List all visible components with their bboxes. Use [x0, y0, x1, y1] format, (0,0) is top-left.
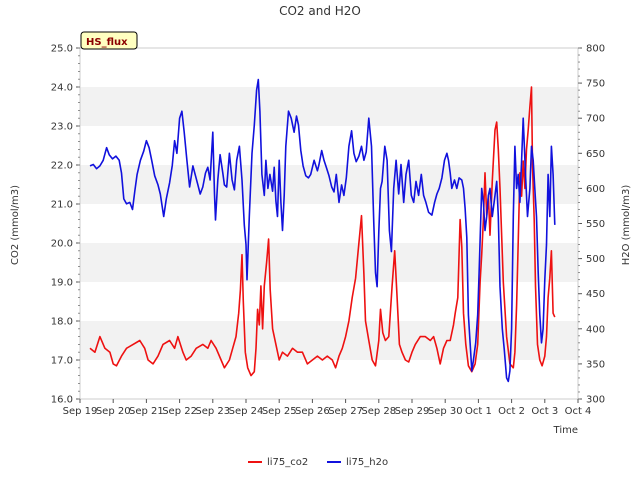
y-right-tick-label: 400: [586, 324, 605, 335]
y-right-tick-label: 700: [586, 114, 605, 125]
x-tick-label: Sep 29: [395, 406, 430, 417]
y-right-tick-label: 450: [586, 289, 605, 300]
bands-layer: [80, 87, 578, 360]
y-left-tick-label: 17.0: [51, 356, 73, 367]
x-tick-label: Oct 1: [465, 406, 492, 417]
y-left-tick-label: 24.0: [51, 83, 73, 94]
legend-label-h2o: li75_h2o: [346, 457, 388, 468]
y-left-tick-label: 18.0: [51, 317, 73, 328]
legend: li75_co2 li75_h2o: [248, 457, 388, 468]
y-right-tick-label: 350: [586, 359, 605, 370]
grid-band: [80, 87, 578, 126]
y-left-tick-label: 25.0: [51, 44, 73, 55]
y-right-tick-label: 750: [586, 79, 605, 90]
y-left-tick-label: 19.0: [51, 278, 73, 289]
site-badge: HS_flux: [80, 31, 138, 50]
x-tick-label: Sep 23: [195, 406, 230, 417]
y-left-tick-label: 23.0: [51, 122, 73, 133]
x-axis-title: Time: [553, 425, 578, 436]
x-tick-label: Sep 30: [428, 406, 463, 417]
y-axis-right-title: H2O (mmol/m3): [621, 185, 632, 266]
x-tick-label: Oct 4: [565, 406, 592, 417]
grid-band: [80, 321, 578, 360]
x-tick-label: Sep 27: [328, 406, 363, 417]
x-tick-label: Sep 26: [295, 406, 330, 417]
y-right-tick-label: 600: [586, 184, 605, 195]
site-badge-box: [80, 31, 138, 50]
x-tick-label: Sep 21: [129, 406, 164, 417]
grid-band: [80, 165, 578, 204]
y-right-tick-label: 500: [586, 254, 605, 265]
y-left-tick-label: 21.0: [51, 200, 73, 211]
series-layer: [89, 78, 556, 383]
x-tick-label: Sep 28: [361, 406, 396, 417]
y-right-tick-label: 800: [586, 44, 605, 55]
x-tick-label: Oct 2: [498, 406, 525, 417]
y-left-tick-label: 22.0: [51, 161, 73, 172]
y-right-tick-label: 650: [586, 149, 605, 160]
x-tick-label: Sep 19: [63, 406, 98, 417]
x-tick-label: Sep 22: [162, 406, 197, 417]
legend-label-co2: li75_co2: [267, 457, 308, 468]
x-tick-label: Oct 3: [531, 406, 558, 417]
x-tick-label: Sep 20: [96, 406, 131, 417]
x-tick-label: Sep 25: [262, 406, 297, 417]
y-left-tick-label: 20.0: [51, 239, 73, 250]
grid-band: [80, 243, 578, 282]
y-left-tick-label: 16.0: [51, 395, 73, 406]
y-axis-right: 300 350 400 450 500 550 600 650 700 750 800: [578, 44, 605, 406]
y-axis-left: 16.0 17.0 18.0 19.0 20.0 21.0 22.0 23.0 24.0 25.0: [51, 44, 80, 406]
series-line-li75-h2o: [89, 78, 556, 383]
site-badge-label: HS_flux: [86, 37, 128, 48]
y-axis-left-title: CO2 (mmol/m3): [10, 185, 21, 265]
y-right-tick-label: 550: [586, 219, 605, 230]
y-right-tick-label: 300: [586, 395, 605, 406]
x-tick-label: Sep 24: [229, 406, 264, 417]
chart-title: CO2 and H2O: [279, 4, 361, 18]
